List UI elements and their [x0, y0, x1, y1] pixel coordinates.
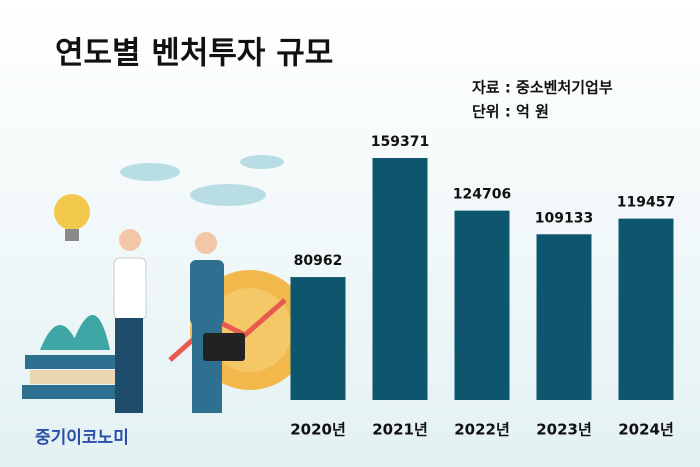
value-label: 124706 — [453, 187, 511, 203]
bar — [536, 234, 592, 400]
value-label: 159371 — [371, 134, 429, 150]
x-tick-label: 2021년 — [372, 421, 428, 439]
source: 자료 : 중소벤처기업부 — [472, 79, 613, 97]
bar — [454, 210, 510, 400]
illustration — [22, 155, 310, 413]
x-tick-label: 2020년 — [290, 421, 346, 439]
watermark: 중기이코노미 — [35, 428, 129, 448]
bar — [372, 158, 428, 400]
value-label: 109133 — [535, 210, 593, 226]
bar — [618, 218, 674, 400]
x-tick-label: 2024년 — [618, 421, 674, 439]
bar — [290, 277, 346, 400]
x-tick-label: 2022년 — [454, 421, 510, 439]
chart-title: 연도별 벤처투자 규모 — [55, 36, 333, 72]
unit: 단위 : 억 원 — [472, 103, 549, 121]
value-label: 80962 — [294, 253, 343, 269]
x-tick-label: 2023년 — [536, 421, 592, 439]
value-label: 119457 — [617, 195, 675, 211]
